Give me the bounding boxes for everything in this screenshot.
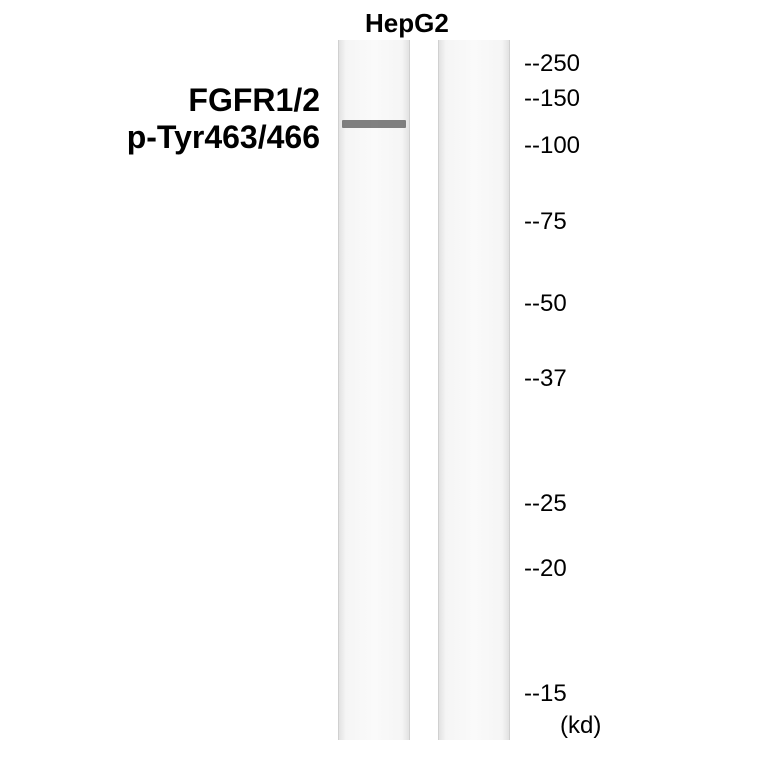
marker-50: --50 (524, 290, 567, 318)
marker-37: --37 (524, 365, 567, 393)
antibody-label-line2: p-Tyr463/466 (127, 119, 320, 156)
fgfr-band (342, 120, 406, 128)
sample-lane (338, 40, 410, 740)
marker-15: --15 (524, 680, 567, 708)
marker-25: --25 (524, 490, 567, 518)
marker-100: --100 (524, 132, 580, 160)
antibody-label-line1: FGFR1/2 (127, 82, 320, 119)
marker-lane (438, 40, 510, 740)
sample-label: HepG2 (365, 8, 449, 39)
marker-20: --20 (524, 555, 567, 583)
marker-250: --250 (524, 50, 580, 78)
antibody-label: FGFR1/2 p-Tyr463/466 (127, 82, 320, 156)
marker-150: --150 (524, 85, 580, 113)
marker-75: --75 (524, 208, 567, 236)
blot-container: HepG2 FGFR1/2 p-Tyr463/466 --250 --150 -… (0, 0, 764, 764)
unit-label: (kd) (560, 712, 601, 740)
